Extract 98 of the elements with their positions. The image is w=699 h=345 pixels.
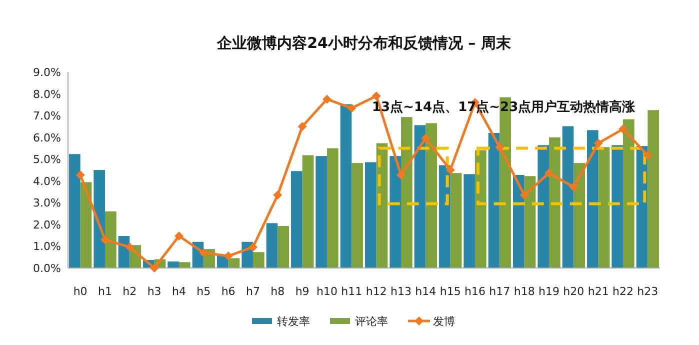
x-tick-label: h16: [464, 285, 486, 298]
bar: [68, 154, 80, 268]
bar: [278, 226, 290, 268]
bar: [475, 150, 486, 268]
x-tick-label: h18: [514, 285, 535, 298]
bar: [598, 147, 610, 268]
bar: [426, 123, 438, 268]
bar: [228, 258, 240, 268]
y-tick-label: 4.0%: [33, 174, 61, 188]
bar: [340, 104, 352, 268]
point: [273, 190, 282, 200]
point: [347, 104, 356, 113]
x-tick-label: h17: [489, 285, 510, 298]
bar: [352, 163, 364, 268]
point: [643, 150, 652, 160]
y-tick-label: 0.0%: [33, 262, 61, 275]
y-tick-label: 5.0%: [33, 153, 61, 166]
x-tick-label: h4: [172, 285, 186, 298]
point: [150, 264, 159, 272]
point: [322, 94, 332, 104]
point: [199, 248, 208, 258]
bar: [623, 119, 634, 268]
x-tick-label: h22: [612, 285, 634, 298]
x-tick-label: h8: [270, 285, 285, 298]
bar: [464, 174, 475, 268]
x-tick-label: h10: [316, 285, 338, 298]
bar: [94, 170, 105, 268]
x-tick-label: h13: [390, 285, 412, 298]
bar: [179, 262, 190, 268]
point: [248, 242, 258, 252]
point: [495, 142, 504, 152]
x-tick-label: h21: [588, 285, 609, 298]
point: [76, 170, 85, 180]
bar: [290, 171, 302, 268]
y-tick-label: 1.0%: [33, 240, 61, 254]
legend-label: 发博: [433, 315, 455, 328]
bar: [168, 261, 179, 268]
bar: [574, 163, 586, 268]
point: [421, 134, 430, 143]
bar: [401, 117, 412, 268]
legend-label: 评论率: [355, 315, 388, 328]
legend-label: 转发率: [277, 315, 310, 328]
bar: [253, 252, 264, 268]
bar: [524, 176, 536, 268]
y-tick-label: 8.0%: [33, 88, 61, 101]
x-tick-label: h14: [415, 285, 436, 298]
point: [125, 242, 134, 252]
x-tick-label: h12: [366, 285, 387, 298]
point: [594, 138, 603, 148]
x-tick-label: h3: [147, 285, 162, 298]
bar: [538, 145, 549, 268]
point: [618, 124, 628, 134]
bar: [488, 132, 500, 268]
x-tick-label: h9: [295, 285, 310, 298]
y-tick-label: 9.0%: [33, 66, 61, 79]
bar: [316, 156, 327, 268]
bar: [364, 162, 376, 268]
bar: [612, 145, 623, 268]
point: [544, 168, 554, 178]
x-tick-label: h7: [246, 285, 260, 298]
x-tick-label: h1: [98, 285, 112, 298]
bar: [562, 126, 574, 268]
x-tick-label: h2: [122, 285, 137, 298]
y-tick-label: 2.0%: [33, 218, 61, 232]
y-tick-label: 3.0%: [33, 196, 61, 210]
bar: [327, 148, 338, 268]
bar: [438, 165, 450, 268]
bar: [105, 211, 116, 268]
bar: [302, 155, 314, 268]
x-tick-label: h11: [341, 285, 362, 298]
bar: [512, 175, 524, 268]
point: [174, 231, 184, 240]
bar: [266, 223, 278, 268]
bar: [80, 182, 92, 268]
x-tick-label: h23: [637, 285, 658, 298]
chart-title: 企业微博内容24小时分布和反馈情况 – 周末: [216, 34, 512, 52]
y-tick-label: 7.0%: [33, 110, 61, 123]
bar: [390, 156, 401, 268]
x-tick-label: h5: [196, 285, 211, 298]
point: [569, 182, 578, 192]
bar: [450, 173, 462, 268]
bar: [648, 110, 660, 268]
x-tick-label: h0: [73, 285, 88, 298]
x-tick-label: h20: [563, 285, 584, 298]
point: [100, 235, 110, 244]
point: [446, 166, 455, 174]
point: [520, 190, 529, 200]
bar: [414, 125, 426, 268]
point: [224, 252, 233, 261]
x-tick-label: h6: [221, 285, 236, 298]
point: [298, 122, 307, 131]
y-tick-label: 6.0%: [33, 131, 61, 144]
point: [372, 91, 381, 100]
x-tick-label: h15: [440, 285, 461, 298]
bar: [586, 130, 598, 268]
bar: [549, 137, 560, 268]
x-tick-label: h19: [538, 285, 560, 298]
point: [396, 170, 406, 180]
